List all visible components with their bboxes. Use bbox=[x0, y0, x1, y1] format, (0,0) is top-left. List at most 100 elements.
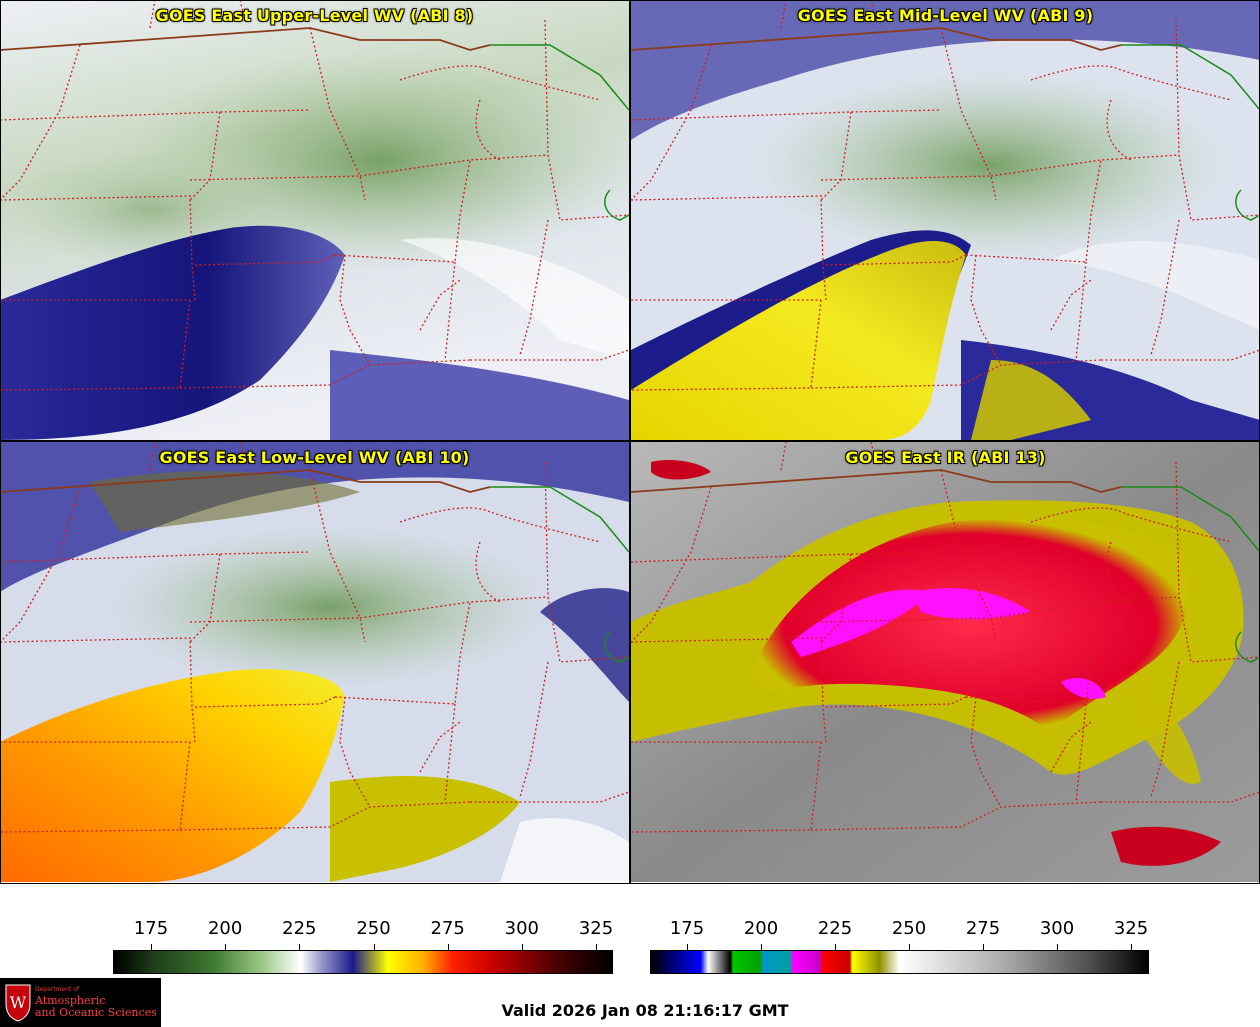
state-boundary bbox=[1106, 99, 1132, 161]
wv-colorbar-tick-label: 250 bbox=[356, 918, 391, 939]
ir-colorbar-tick-mark bbox=[1057, 944, 1058, 950]
state-boundary bbox=[544, 19, 549, 156]
province-boundary bbox=[1235, 631, 1260, 663]
country-boundary bbox=[0, 27, 491, 51]
state-boundary bbox=[399, 65, 601, 101]
state-boundary bbox=[970, 696, 1002, 808]
state-boundary bbox=[475, 541, 501, 603]
province-boundary bbox=[604, 189, 629, 221]
panel-mid-wv: GOES East Mid-Level WV (ABI 9) bbox=[631, 0, 1260, 440]
state-boundary bbox=[990, 154, 1180, 177]
state-boundary bbox=[631, 195, 827, 301]
state-boundary bbox=[940, 469, 992, 619]
ir-colorbar-tick-mark bbox=[909, 944, 910, 950]
wv-colorbar-tick-mark bbox=[225, 944, 227, 950]
ir-borders bbox=[631, 442, 1260, 833]
state-boundary bbox=[1030, 65, 1232, 101]
state-boundary bbox=[179, 801, 471, 831]
wv-colorbar-tick-mark bbox=[596, 944, 597, 950]
state-boundary bbox=[1075, 703, 1087, 803]
state-boundary bbox=[544, 461, 549, 598]
state-boundary bbox=[940, 27, 992, 177]
state-boundary bbox=[0, 637, 196, 743]
wv-colorbar-tick-label: 225 bbox=[282, 918, 317, 939]
state-boundary bbox=[870, 0, 877, 21]
wv-colorbar-tick-mark bbox=[373, 944, 375, 950]
ir-colorbar-tick-mark bbox=[1131, 944, 1132, 950]
upper-wv-image bbox=[0, 0, 629, 440]
state-boundary bbox=[0, 44, 81, 201]
ir-image bbox=[631, 442, 1260, 882]
state-boundary bbox=[820, 617, 997, 643]
crest-letter: W bbox=[10, 993, 27, 1012]
state-boundary bbox=[810, 359, 1102, 389]
state-boundary bbox=[1101, 791, 1260, 803]
state-boundary bbox=[1101, 349, 1260, 361]
state-boundary bbox=[194, 696, 336, 708]
state-boundary bbox=[631, 299, 822, 391]
state-boundary bbox=[631, 551, 942, 563]
panel-low-wv: GOES East Low-Level WV (ABI 10) bbox=[0, 442, 629, 882]
state-boundary bbox=[820, 175, 997, 201]
state-boundary bbox=[0, 195, 196, 301]
state-boundary bbox=[470, 349, 629, 361]
panel-divider-vertical bbox=[629, 0, 631, 884]
ir-colorbar-tick-label: 300 bbox=[1039, 918, 1075, 939]
mid-wv-image bbox=[631, 0, 1260, 440]
state-boundary bbox=[339, 254, 371, 366]
state-boundary bbox=[1175, 461, 1180, 598]
state-boundary bbox=[149, 0, 156, 29]
wv-colorbar-tick-mark bbox=[151, 944, 152, 950]
valid-time: Valid 2026 Jan 08 21:16:17 GMT bbox=[501, 1001, 789, 1020]
state-boundary bbox=[825, 696, 967, 708]
state-boundary bbox=[631, 44, 712, 201]
state-boundary bbox=[334, 601, 471, 705]
ir-colorbar-tick-mark bbox=[983, 944, 984, 950]
state-boundary bbox=[149, 442, 156, 471]
panel-title-upper: GOES East Upper-Level WV (ABI 8) bbox=[155, 6, 474, 25]
state-boundary bbox=[965, 159, 1102, 263]
state-boundary bbox=[475, 99, 501, 161]
state-boundary bbox=[334, 159, 471, 263]
upper-wv-borders bbox=[0, 0, 629, 391]
state-boundary bbox=[631, 637, 827, 743]
panel-upper-wv: GOES East Upper-Level WV (ABI 8) bbox=[0, 0, 629, 440]
ir-colorbar-tick-label: 250 bbox=[891, 918, 927, 939]
ir-colorbar bbox=[650, 950, 1149, 974]
mid-wv-borders bbox=[631, 0, 1260, 391]
logo-department: Department of bbox=[35, 986, 79, 993]
wv-colorbar-tick-label: 300 bbox=[504, 918, 539, 939]
state-boundary bbox=[631, 109, 942, 121]
province-boundary bbox=[604, 631, 629, 663]
state-boundary bbox=[810, 801, 1102, 831]
low-wv-borders bbox=[0, 442, 629, 833]
logo-name-line1: Atmospheric bbox=[35, 994, 106, 1007]
low-wv-image bbox=[0, 442, 629, 882]
panel-title-mid: GOES East Mid-Level WV (ABI 9) bbox=[797, 6, 1094, 25]
ir-colorbar-tick-label: 175 bbox=[669, 918, 705, 939]
wv-colorbar-tick-mark bbox=[521, 944, 523, 950]
panel-title-low: GOES East Low-Level WV (ABI 10) bbox=[159, 448, 470, 467]
state-boundary bbox=[359, 596, 549, 619]
province-boundary bbox=[490, 486, 629, 553]
state-boundary bbox=[0, 551, 311, 563]
state-boundary bbox=[179, 359, 471, 389]
state-boundary bbox=[444, 261, 456, 361]
state-boundary bbox=[965, 601, 1102, 705]
state-boundary bbox=[780, 0, 787, 29]
aos-logo: W Department of Atmospheric and Oceanic … bbox=[0, 978, 161, 1027]
province-boundary bbox=[1235, 189, 1260, 221]
wv-colorbar-tick-mark bbox=[447, 944, 449, 950]
state-boundary bbox=[1030, 507, 1232, 543]
wv-colorbar-tick-label: 275 bbox=[430, 918, 465, 939]
state-boundary bbox=[309, 27, 361, 177]
state-boundary bbox=[0, 299, 191, 391]
logo-name-line2: and Oceanic Sciences bbox=[35, 1006, 157, 1019]
panel-ir: GOES East IR (ABI 13) bbox=[631, 442, 1260, 882]
ir-colorbar-tick-label: 225 bbox=[817, 918, 853, 939]
state-boundary bbox=[0, 741, 191, 833]
country-boundary bbox=[0, 469, 491, 493]
state-boundary bbox=[189, 617, 366, 643]
province-boundary bbox=[1121, 44, 1260, 111]
state-boundary bbox=[0, 486, 81, 643]
